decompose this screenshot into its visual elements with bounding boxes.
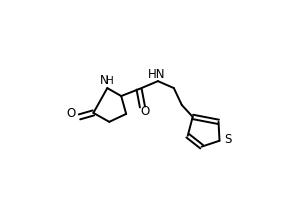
Text: H: H: [106, 76, 114, 86]
Text: HN: HN: [148, 68, 166, 81]
Text: O: O: [66, 107, 75, 120]
Text: N: N: [100, 74, 109, 87]
Text: O: O: [141, 105, 150, 118]
Text: S: S: [224, 133, 232, 146]
